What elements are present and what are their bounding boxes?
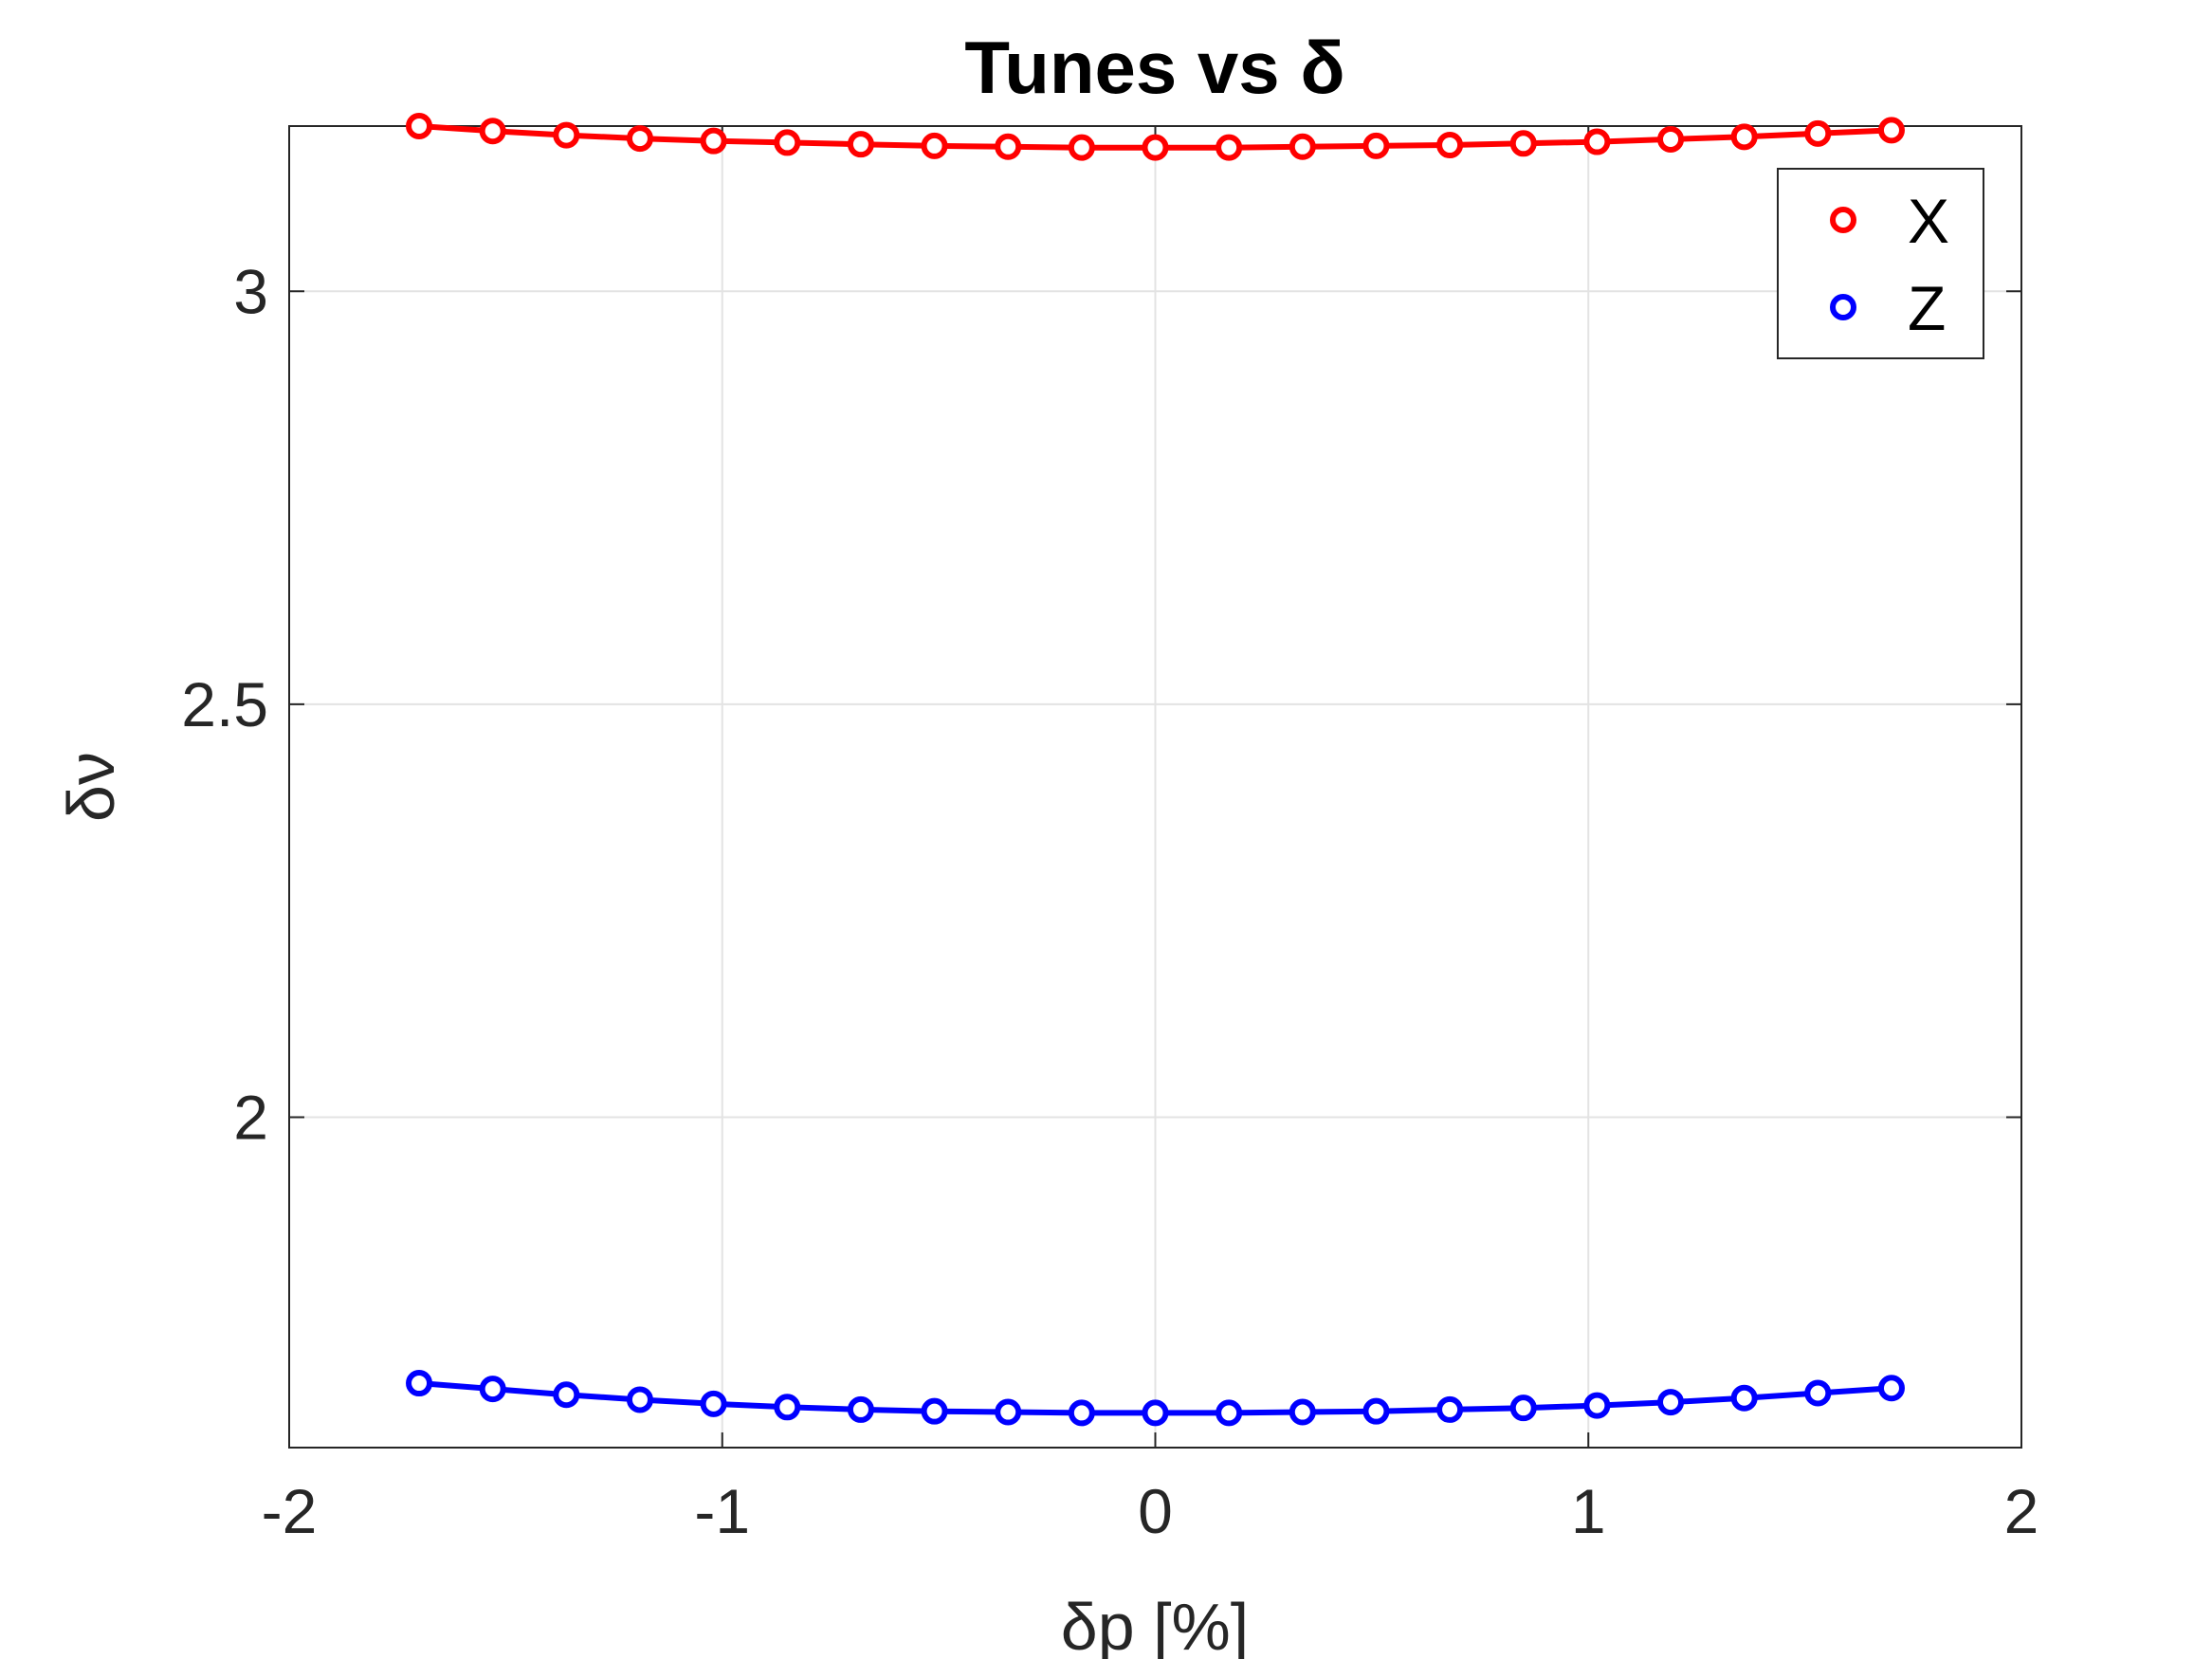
x-axis-label: δp [%]	[1061, 1590, 1249, 1659]
legend-entry-x: X	[1830, 186, 1949, 256]
legend-marker-x	[1830, 207, 1856, 233]
series-x-point	[1436, 132, 1464, 159]
series-z	[406, 1370, 1905, 1427]
series-z-point	[1583, 1392, 1611, 1419]
axes-box	[288, 125, 2022, 1449]
series-x-point	[1804, 119, 1832, 147]
series-z-point	[774, 1394, 801, 1421]
series-x-point	[1216, 134, 1243, 161]
y-axis-label: δν	[54, 752, 128, 822]
series-z-point	[1804, 1379, 1832, 1407]
series-layer	[406, 113, 1905, 1427]
series-x-point	[847, 131, 874, 158]
x-tick-label: -1	[694, 1476, 750, 1546]
chart-title: Tunes vs δ	[964, 26, 1344, 109]
x-axis-label-text: δp [%]	[1061, 1590, 1249, 1659]
legend-entry-z: Z	[1830, 273, 1946, 343]
series-x-point	[553, 121, 580, 149]
series-z-point	[921, 1397, 948, 1425]
series-z-point	[1216, 1399, 1243, 1427]
series-z-point	[553, 1381, 580, 1409]
series-x-point	[1362, 132, 1390, 159]
series-z-point	[626, 1386, 653, 1413]
series-z-point	[847, 1395, 874, 1423]
series-x-point	[406, 113, 433, 139]
series-z-point	[479, 1376, 506, 1403]
y-tick-label: 3	[233, 256, 268, 326]
series-x-point	[626, 125, 653, 153]
y-tick-label: 2	[233, 1083, 268, 1153]
series-x-point	[700, 127, 727, 155]
series-x-point	[995, 133, 1022, 160]
series-z-point	[700, 1390, 727, 1417]
series-z-point	[1068, 1399, 1095, 1427]
x-tick-label: 2	[2004, 1476, 2039, 1546]
series-z-point	[1877, 1375, 1905, 1402]
y-tick-label: 2.5	[181, 669, 268, 739]
series-z-point	[1509, 1395, 1537, 1422]
series-x-point	[1877, 117, 1905, 144]
series-z-point	[406, 1370, 433, 1397]
y-axis-label-text: δν	[54, 752, 128, 822]
y-tick-labels: 22.53	[181, 256, 268, 1152]
series-z-point	[1436, 1395, 1464, 1423]
x-tick-labels: -2 -1 0 1 2	[262, 1476, 2039, 1546]
series-x-point	[1068, 134, 1095, 161]
series-z-point	[1657, 1389, 1685, 1416]
series-x-point	[1730, 123, 1758, 151]
legend-label-x: X	[1908, 186, 1949, 256]
x-tick-label: 1	[1571, 1476, 1606, 1546]
x-tick-label: -2	[262, 1476, 318, 1546]
series-z-point	[1730, 1384, 1758, 1412]
legend-label-z: Z	[1908, 273, 1946, 343]
series-x-point	[1509, 130, 1537, 157]
legend-box	[1777, 168, 1984, 359]
series-x-point	[479, 118, 506, 145]
series-z-point	[995, 1398, 1022, 1426]
series-x-point	[1289, 133, 1316, 160]
x-tick-label: 0	[1138, 1476, 1173, 1546]
series-x-point	[774, 129, 801, 156]
series-x-point	[921, 132, 948, 159]
chart-title-text: Tunes vs δ	[964, 26, 1344, 109]
legend-marker-z	[1830, 294, 1856, 320]
legend: XZ	[1777, 168, 1984, 359]
series-z-point	[1142, 1399, 1169, 1427]
series-x-point	[1142, 134, 1169, 161]
series-x-point	[1583, 128, 1611, 155]
series-z-point	[1362, 1397, 1390, 1425]
series-x	[406, 113, 1905, 161]
series-z-point	[1289, 1398, 1316, 1426]
series-x-point	[1657, 125, 1685, 153]
